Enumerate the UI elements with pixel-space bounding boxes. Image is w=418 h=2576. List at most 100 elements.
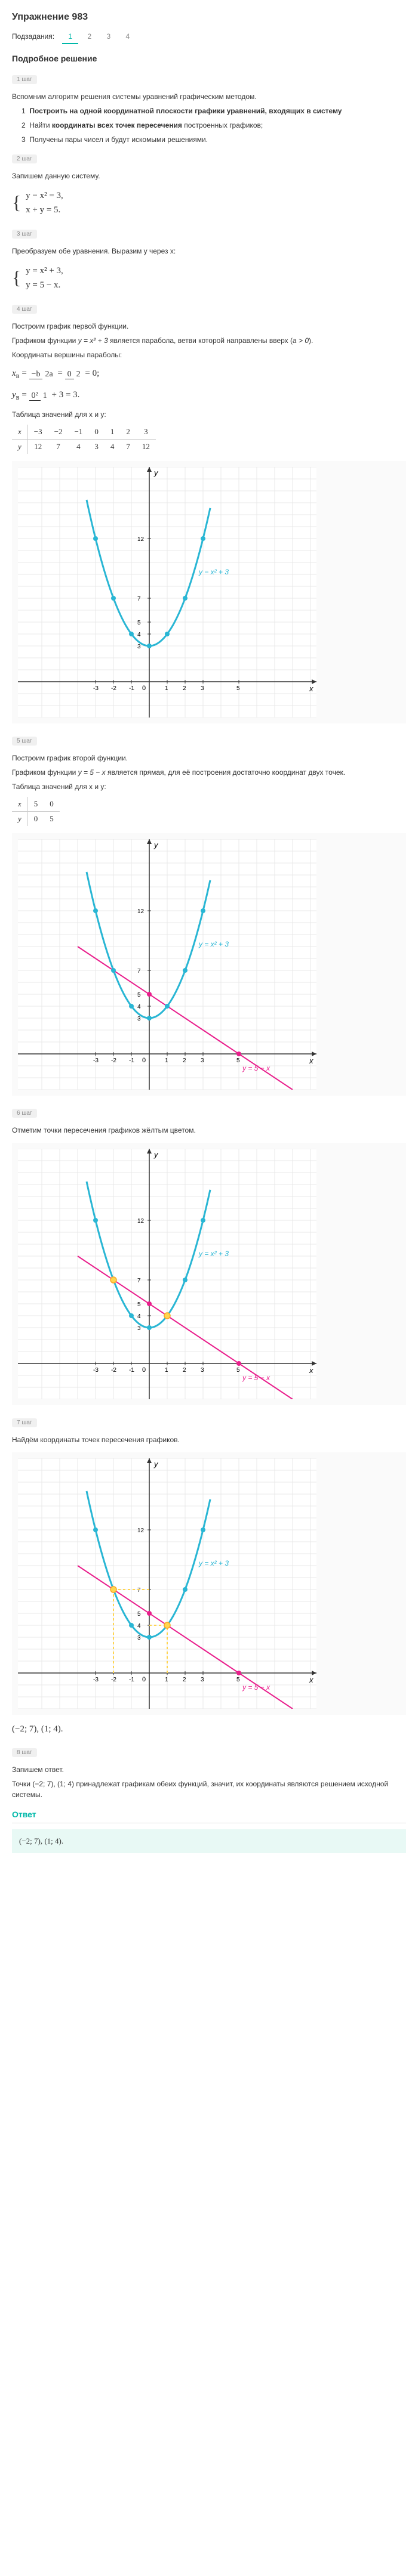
svg-text:3: 3	[201, 1367, 204, 1374]
svg-text:x: x	[309, 1056, 314, 1065]
xv-mid: =	[57, 369, 64, 378]
svg-text:-3: -3	[93, 1367, 99, 1374]
svg-text:5: 5	[236, 1677, 240, 1683]
step4-xv: xв = −b2a = 02 = 0;	[12, 366, 406, 382]
s5t2eq: y = 5 − x	[78, 768, 106, 777]
step1-intro: Вспомним алгоритм решения системы уравне…	[12, 91, 406, 102]
brace-icon: {	[12, 187, 21, 218]
step-badge-7: 7 шаг	[12, 1418, 37, 1427]
yv-eq: =	[20, 390, 29, 400]
svg-text:-2: -2	[111, 1057, 116, 1064]
svg-text:1: 1	[165, 1367, 168, 1374]
svg-text:4: 4	[137, 632, 141, 638]
exercise-title: Упражнение 983	[12, 12, 406, 23]
tab-1[interactable]: 1	[62, 30, 78, 44]
subtasks-row: Подзадания: 1 2 3 4	[12, 30, 406, 44]
step4-t2: Графиком функции y = x² + 3 является пар…	[12, 335, 406, 346]
chart-2: xy0-3-2-11235345712y = 5 − xy = x² + 3	[12, 833, 406, 1096]
svg-text:-3: -3	[93, 1677, 99, 1683]
svg-text:x: x	[309, 684, 314, 693]
svg-text:x: x	[309, 1366, 314, 1375]
svg-text:3: 3	[137, 1325, 141, 1332]
tab-2[interactable]: 2	[81, 30, 97, 43]
s4t2a: Графиком функции	[12, 336, 78, 345]
svg-text:3: 3	[137, 644, 141, 650]
t4y0: 12	[27, 440, 48, 454]
svg-text:5: 5	[137, 1301, 141, 1308]
svg-text:y = x² + 3: y = x² + 3	[198, 568, 229, 576]
svg-text:3: 3	[137, 1016, 141, 1022]
svg-text:-1: -1	[129, 685, 134, 692]
t4y1: 7	[48, 440, 69, 454]
step2-text: Запишем данную систему.	[12, 171, 406, 181]
step1-item-3: 3 Получены пары чисел и будут искомыми р…	[21, 134, 406, 145]
s4t2c: ).	[309, 336, 313, 345]
step4-t3: Координаты вершины параболы:	[12, 350, 406, 360]
sys3-row2: y = 5 − x.	[26, 278, 63, 292]
s8t2a: Точки	[12, 1780, 32, 1788]
answer-label: Ответ	[12, 1810, 406, 1823]
step6-text: Отметим точки пересечения графиков жёлты…	[12, 1125, 406, 1136]
t4y2: 4	[68, 440, 88, 454]
step1-item-2: 2 Найти координаты всех точек пересечени…	[21, 120, 406, 131]
step4-table: x −3−2−10123 y 127434712	[12, 425, 156, 454]
s4t2b: является парабола, ветви которой направл…	[108, 336, 293, 345]
svg-text:12: 12	[137, 536, 145, 543]
tab-3[interactable]: 3	[100, 30, 116, 43]
svg-text:1: 1	[165, 1057, 168, 1064]
t4x3: 0	[88, 425, 105, 440]
svg-text:y = 5 − x: y = 5 − x	[242, 1683, 271, 1691]
svg-text:5: 5	[236, 685, 240, 692]
svg-text:2: 2	[183, 685, 186, 692]
step1-item-1-b: Построить на одной координатной плоскост…	[29, 107, 342, 115]
svg-text:y = 5 − x: y = 5 − x	[242, 1374, 271, 1382]
s1i2c: построенных графиков;	[182, 121, 263, 129]
svg-text:5: 5	[137, 1611, 141, 1618]
svg-text:-2: -2	[111, 1367, 116, 1374]
t5-yl: y	[12, 812, 27, 827]
yv-mid: + 3 = 3.	[52, 390, 80, 400]
svg-text:7: 7	[137, 1278, 141, 1284]
xv-den2: 2	[74, 370, 83, 379]
t5y0: 0	[27, 812, 44, 827]
tab-4[interactable]: 4	[120, 30, 136, 43]
xv-lhs: x	[12, 369, 16, 378]
step5-t3: Таблица значений для x и y:	[12, 781, 406, 792]
svg-text:2: 2	[183, 1367, 186, 1374]
svg-text:4: 4	[137, 1623, 141, 1629]
svg-text:-2: -2	[111, 685, 116, 692]
yv-lhs: y	[12, 390, 16, 400]
t4x0: −3	[27, 425, 48, 440]
step-badge-6: 6 шаг	[12, 1109, 37, 1118]
svg-text:7: 7	[137, 596, 141, 602]
t4x6: 3	[136, 425, 156, 440]
s5t2b: является прямая, для её построения доста…	[106, 768, 345, 777]
svg-text:0: 0	[142, 1676, 146, 1683]
t4-xl: x	[12, 425, 27, 440]
svg-text:-1: -1	[129, 1367, 134, 1374]
t5x0: 5	[27, 797, 44, 812]
svg-text:3: 3	[201, 1057, 204, 1064]
t4y6: 12	[136, 440, 156, 454]
step-badge-1: 1 шаг	[12, 75, 37, 84]
step7-result: (−2; 7), (1; 4).	[12, 1722, 406, 1736]
xv-num: −b	[29, 370, 43, 379]
svg-text:-1: -1	[129, 1677, 134, 1683]
svg-text:0: 0	[142, 1366, 146, 1374]
s1i2b: координаты всех точек пересечения	[52, 121, 182, 129]
svg-text:0: 0	[142, 685, 146, 692]
step-badge-2: 2 шаг	[12, 154, 37, 163]
step-badge-5: 5 шаг	[12, 737, 37, 746]
svg-text:5: 5	[236, 1057, 240, 1064]
t4x5: 2	[120, 425, 136, 440]
svg-text:7: 7	[137, 968, 141, 975]
t5x1: 0	[44, 797, 60, 812]
svg-text:12: 12	[137, 1218, 145, 1224]
s8t2pts: (−2; 7), (1; 4)	[32, 1780, 74, 1788]
s4t2cond: a > 0	[293, 336, 309, 345]
step2-system: { y − x² = 3, x + y = 5.	[12, 187, 406, 218]
step5-t1: Построим график второй функции.	[12, 753, 406, 763]
svg-text:7: 7	[137, 1587, 141, 1594]
svg-text:1: 1	[165, 1677, 168, 1683]
t4x4: 1	[105, 425, 121, 440]
